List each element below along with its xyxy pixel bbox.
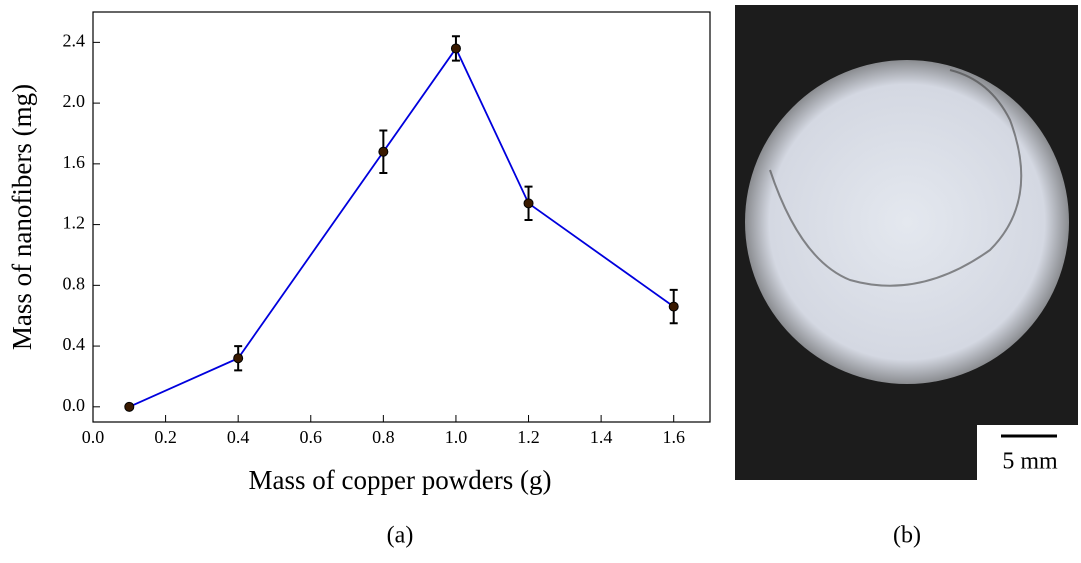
- photo-view: [745, 60, 1069, 384]
- x-tick-label: 1.0: [445, 427, 468, 447]
- y-tick-label: 0.4: [63, 334, 86, 354]
- line: [129, 48, 673, 406]
- scale-label: 5 mm: [1002, 449, 1058, 475]
- point: [524, 199, 533, 208]
- caption: (a): [387, 523, 414, 549]
- x-tick-label: 0.0: [82, 427, 105, 447]
- y-tick-label: 0.8: [63, 273, 86, 293]
- point: [234, 354, 243, 363]
- x-tick-label: 1.2: [517, 427, 540, 447]
- point: [379, 147, 388, 156]
- x-tick-label: 0.2: [154, 427, 177, 447]
- caption: (b): [893, 523, 921, 549]
- point: [669, 302, 678, 311]
- x-tick-label: 1.4: [590, 427, 613, 447]
- x-tick-label: 0.8: [372, 427, 395, 447]
- point: [125, 402, 134, 411]
- y-axis-label: Mass of nanofibers (mg): [7, 84, 37, 350]
- y-tick-label: 1.2: [63, 213, 86, 233]
- x-tick-label: 0.4: [227, 427, 250, 447]
- x-axis-label: Mass of copper powders (g): [249, 465, 552, 495]
- y-tick-label: 1.6: [63, 152, 86, 172]
- figure: 5 mm (b) (a) Mass of copper powders (g) …: [0, 0, 1081, 558]
- plot-frame: [93, 12, 710, 422]
- y-tick-label: 2.4: [63, 30, 86, 50]
- point: [451, 44, 460, 53]
- y-tick-label: 2.0: [63, 91, 86, 111]
- y-tick-label: 0.0: [63, 395, 86, 415]
- x-tick-label: 0.6: [300, 427, 323, 447]
- x-tick-label: 1.6: [662, 427, 685, 447]
